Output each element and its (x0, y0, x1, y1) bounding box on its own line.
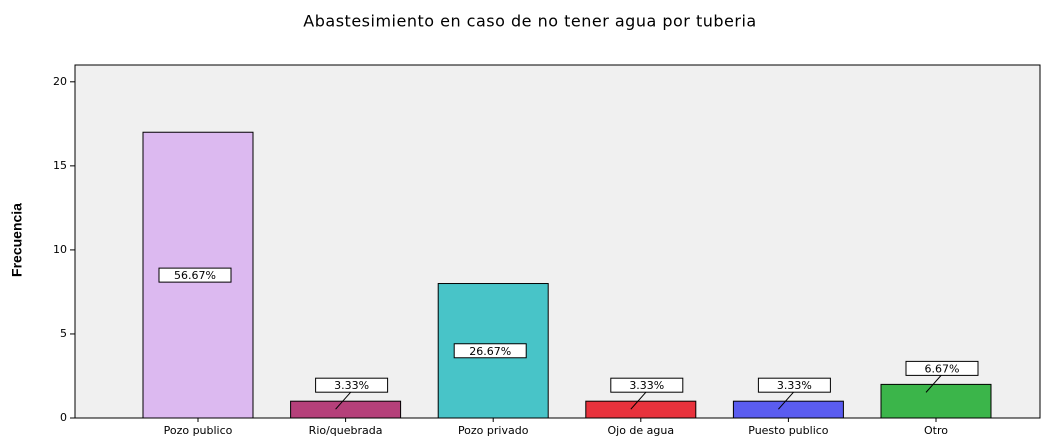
data-label-box (757, 377, 831, 393)
y-tick-label: 15 (53, 159, 67, 172)
data-label-box (158, 267, 232, 283)
y-tick-label: 10 (53, 243, 67, 256)
data-label: 26.67% (469, 345, 511, 358)
data-label-box (610, 377, 684, 393)
data-label: 3.33% (629, 379, 664, 392)
x-tick-label: Pozo privado (458, 424, 529, 437)
x-tick-label: Pozo publico (164, 424, 233, 437)
chart-title: Abastesimiento en caso de no tener agua … (303, 12, 756, 31)
x-tick-label: Rio/quebrada (309, 424, 383, 437)
bar (290, 400, 402, 419)
x-tick-label: Otro (924, 424, 948, 437)
y-tick-label: 0 (60, 411, 67, 424)
bar (585, 400, 697, 419)
data-label: 6.67% (925, 362, 960, 375)
leader-line (630, 390, 648, 410)
y-axis-label: Frecuencia (9, 203, 25, 277)
data-label-box (905, 360, 979, 376)
data-label: 56.67% (174, 269, 216, 282)
bar (732, 400, 844, 419)
y-tick-label: 5 (60, 327, 67, 340)
leader-line (335, 390, 352, 410)
x-tick-label: Puesto publico (748, 424, 829, 437)
data-label-box (315, 377, 389, 393)
x-tick-label: Ojo de agua (607, 424, 674, 437)
y-tick-label: 20 (53, 75, 67, 88)
data-label-box (453, 343, 527, 359)
leader-line (778, 390, 795, 410)
data-label: 3.33% (777, 379, 812, 392)
leader-line (925, 374, 943, 393)
bar (880, 383, 992, 419)
data-label: 3.33% (334, 379, 369, 392)
